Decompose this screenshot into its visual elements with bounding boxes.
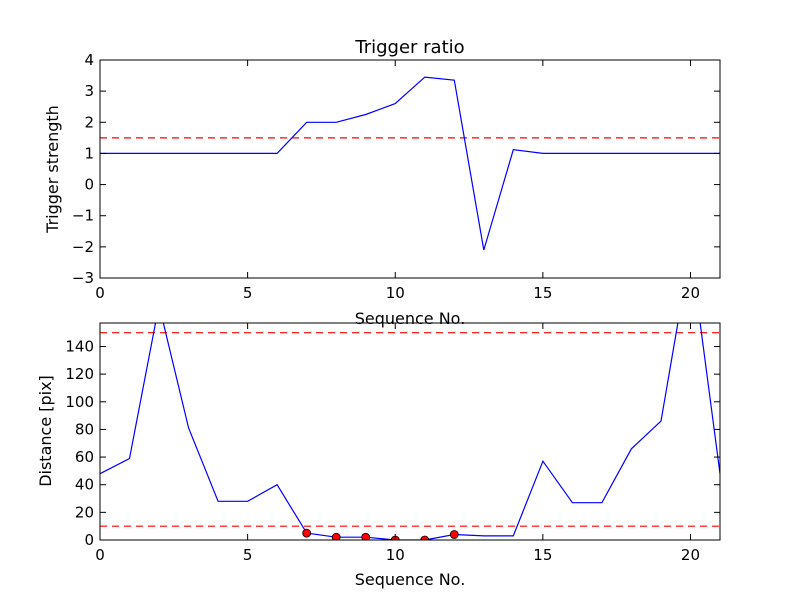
top-ytick-label: 3 (84, 82, 94, 100)
bottom-data-point (420, 535, 430, 540)
top-xtick-label: 0 (95, 284, 105, 302)
bottom-ytick-label: 20 (75, 503, 94, 521)
top-ytick-label: −1 (72, 207, 94, 225)
top-ytick-label: −3 (72, 269, 94, 287)
bottom-xtick-label: 15 (533, 546, 552, 564)
top-chart-title: Trigger ratio (354, 37, 464, 58)
top-ytick-label: −2 (72, 238, 94, 256)
bottom-xtick-label: 10 (386, 546, 405, 564)
top-plot-area (100, 76, 720, 251)
bottom-plot-area (100, 323, 720, 540)
bottom-data-point (449, 530, 459, 539)
bottom-ytick-label: 0 (84, 531, 94, 549)
top-xtick-label: 15 (533, 284, 552, 302)
top-xtick-label: 20 (681, 284, 700, 302)
bottom-chart-ylabel: Distance [pix] (36, 375, 55, 487)
bottom-ytick-label: 40 (75, 476, 94, 494)
bottom-chart-xlabel: Sequence No. (355, 570, 466, 589)
top-xtick-label: 10 (386, 284, 405, 302)
bottom-ytick-label: 80 (75, 420, 94, 438)
bottom-series-line-1 (100, 323, 720, 540)
bottom-ytick-label: 140 (65, 337, 94, 355)
top-ytick-label: 1 (84, 144, 94, 162)
bottom-xtick-label: 20 (681, 546, 700, 564)
top-ytick-label: 2 (84, 113, 94, 131)
top-chart-xlabel: Sequence No. (355, 309, 466, 328)
top-ytick-label: 0 (84, 176, 94, 194)
top-chart-ylabel: Trigger strength (43, 105, 62, 234)
bottom-ytick-label: 120 (65, 365, 94, 383)
bottom-xtick-label: 0 (95, 546, 105, 564)
top-xtick-label: 5 (243, 284, 253, 302)
bottom-ytick-label: 60 (75, 448, 94, 466)
bottom-axes-frame (99, 322, 721, 541)
bottom-xtick-label: 5 (243, 546, 253, 564)
bottom-data-point (361, 532, 371, 540)
distance-plot: Distance [pix] Sequence No. 0 5 10 15 20 0 20 4… (36, 322, 721, 589)
bottom-data-point (302, 528, 312, 538)
bottom-data-point (331, 532, 341, 540)
top-axes-frame (99, 59, 721, 279)
top-series-line-1 (100, 76, 720, 251)
top-chart-marks: 0 5 10 15 20 −3 −2 −1 0 1 2 3 4 (72, 51, 721, 302)
bottom-chart-marks: 0 5 10 15 20 0 20 40 60 80 100 120 140 (65, 322, 721, 564)
top-ytick-label: 4 (84, 51, 94, 69)
bottom-ytick-label: 100 (65, 393, 94, 411)
trigger-ratio-plot: Trigger ratio Trigger strength Sequence … (43, 37, 721, 328)
